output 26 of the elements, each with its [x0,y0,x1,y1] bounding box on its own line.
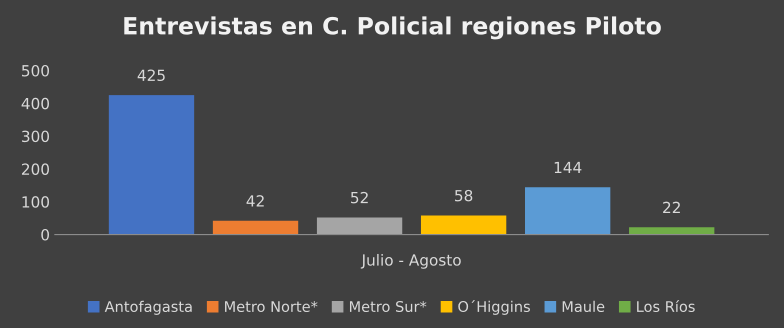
bar [316,217,402,235]
y-tick-label: 500 [22,64,50,77]
bar [420,215,506,235]
data-label: 52 [351,192,368,204]
bar [212,220,298,235]
bar [629,227,714,235]
y-tick-label: 200 [22,163,50,175]
data-label: 22 [663,202,680,214]
data-label: 425 [138,69,165,82]
data-label: 58 [455,190,472,202]
chart-title: Entrevistas en C. Policial regiones Piloto [124,16,661,40]
y-tick-label: 400 [22,98,50,110]
bar [108,95,194,235]
legend-label: Metro Sur* [350,301,426,312]
legend-label: Los Ríos [637,300,695,312]
y-tick-label: 100 [22,196,50,208]
legend-label: Antofagasta [104,300,192,315]
y-tick-label: 0 [41,228,50,241]
data-label: 144 [554,162,582,173]
y-tick-label: 300 [22,130,50,142]
bar [525,187,610,235]
legend-label: O´Higgins [458,300,530,315]
x-tick-label: Julio - Agosto [360,254,461,269]
data-label: 42 [246,195,264,206]
legend-label: Maule [562,300,604,312]
legend-label: Metro Norte* [225,301,318,312]
